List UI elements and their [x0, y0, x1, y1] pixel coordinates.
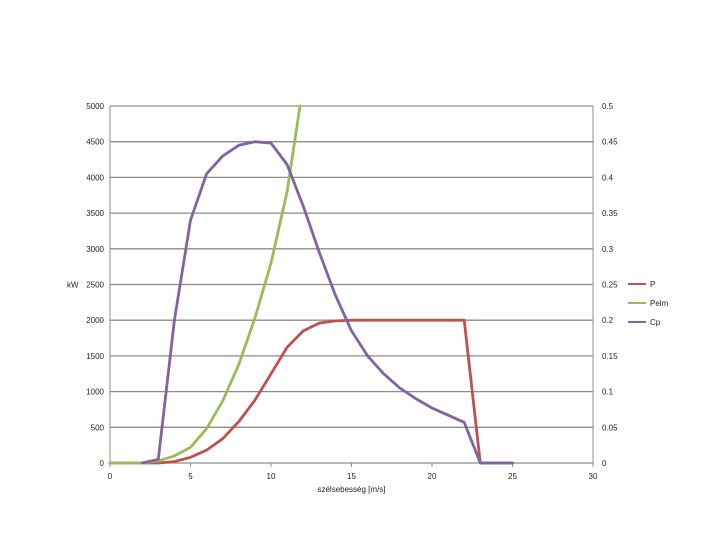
y-tick-label: 4000 — [86, 173, 104, 182]
y-tick-label: 1500 — [86, 352, 104, 361]
y-tick-label: 5000 — [86, 102, 104, 111]
y-axis-label: kW — [67, 281, 79, 290]
legend-label-pelm: Pelm — [650, 299, 669, 308]
series-line-p — [108, 318, 514, 465]
y-tick-label: 3500 — [86, 209, 104, 218]
series-lines — [108, 104, 514, 465]
axes — [109, 106, 594, 463]
y2-tick-label: 0.15 — [602, 352, 618, 361]
legend-label-cp: Cp — [650, 318, 661, 327]
x-tick-label: 15 — [347, 472, 356, 481]
right-axis-ticks: 0 0.05 0.1 0.15 0.2 0.25 0.3 0.35 0.4 0.45 0.5 — [602, 102, 618, 468]
y2-tick-label: 0.05 — [602, 423, 618, 432]
y-tick-label: 500 — [91, 423, 105, 432]
y2-tick-label: 0 — [602, 459, 607, 468]
y2-tick-label: 0.2 — [602, 316, 614, 325]
legend-label-p: P — [650, 280, 655, 289]
x-tick-label: 25 — [508, 472, 517, 481]
x-tick-label: 10 — [267, 472, 276, 481]
y2-tick-label: 0.5 — [602, 102, 614, 111]
y-tick-label: 1000 — [86, 388, 104, 397]
left-axis-ticks: 0 500 1000 1500 2000 2500 3000 3500 4000 4500 5000 — [86, 102, 104, 468]
x-tick-label: 5 — [188, 472, 193, 481]
grid-lines — [110, 105, 593, 464]
y2-tick-label: 0.4 — [602, 173, 614, 182]
x-tick-label: 30 — [589, 472, 598, 481]
y-tick-label: 0 — [100, 459, 105, 468]
y2-tick-label: 0.25 — [602, 281, 618, 290]
y-tick-label: 4500 — [86, 138, 104, 147]
y-tick-label: 2000 — [86, 316, 104, 325]
x-axis-label: szélsebesség [m/s] — [317, 485, 385, 494]
y-tick-label: 2500 — [86, 281, 104, 290]
y2-tick-label: 0.3 — [602, 245, 614, 254]
y2-tick-label: 0.35 — [602, 209, 618, 218]
x-tick-label: 20 — [428, 472, 437, 481]
series-line-cp — [140, 140, 514, 465]
x-axis-ticks: 0 5 10 15 20 25 30 — [108, 463, 598, 481]
y2-tick-label: 0.45 — [602, 138, 618, 147]
y-tick-label: 3000 — [86, 245, 104, 254]
x-tick-label: 0 — [108, 472, 113, 481]
legend: P Pelm Cp — [628, 280, 669, 327]
y2-tick-label: 0.1 — [602, 388, 614, 397]
